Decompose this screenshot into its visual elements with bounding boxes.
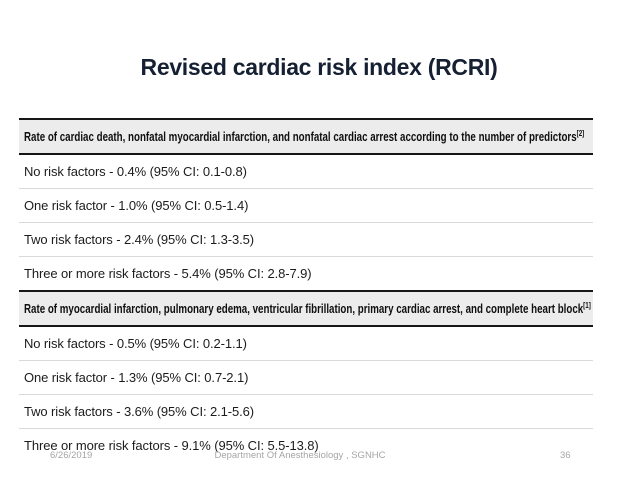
table-row: Three or more risk factors - 9.1% (95% C… [24,438,319,453]
table-row: Two risk factors - 2.4% (95% CI: 1.3-3.5… [19,223,593,257]
section-header-text: Rate of cardiac death, nonfatal myocardi… [24,128,585,144]
table-section-header-cardiac-death: Rate of cardiac death, nonfatal myocardi… [19,118,593,155]
table-section-header-myocardial-infarction: Rate of myocardial infarction, pulmonary… [19,290,593,327]
page-title: Revised cardiac risk index (RCRI) [140,54,498,80]
table-row: Three or more risk factors - 5.4% (95% C… [24,266,312,281]
table-row: No risk factors - 0.5% (95% CI: 0.2-1.1) [19,327,593,361]
section-header-label: Rate of myocardial infarction, pulmonary… [24,301,584,316]
section-header-reference: [1] [583,300,591,310]
table-row: Two risk factors - 3.6% (95% CI: 2.1-5.6… [19,395,593,429]
table-row: No risk factors - 0.4% (95% CI: 0.1-0.8) [19,155,593,189]
section-header-label: Rate of cardiac death, nonfatal myocardi… [24,129,577,144]
section-header-text: Rate of myocardial infarction, pulmonary… [24,300,591,316]
table-row: One risk factor - 1.0% (95% CI: 0.5-1.4) [19,189,593,223]
section-header-reference: [2] [576,128,585,138]
table-row: One risk factor - 1.3% (95% CI: 0.7-2.1) [19,361,593,395]
rcri-outcomes-table: Rate of cardiac death, nonfatal myocardi… [19,118,593,462]
